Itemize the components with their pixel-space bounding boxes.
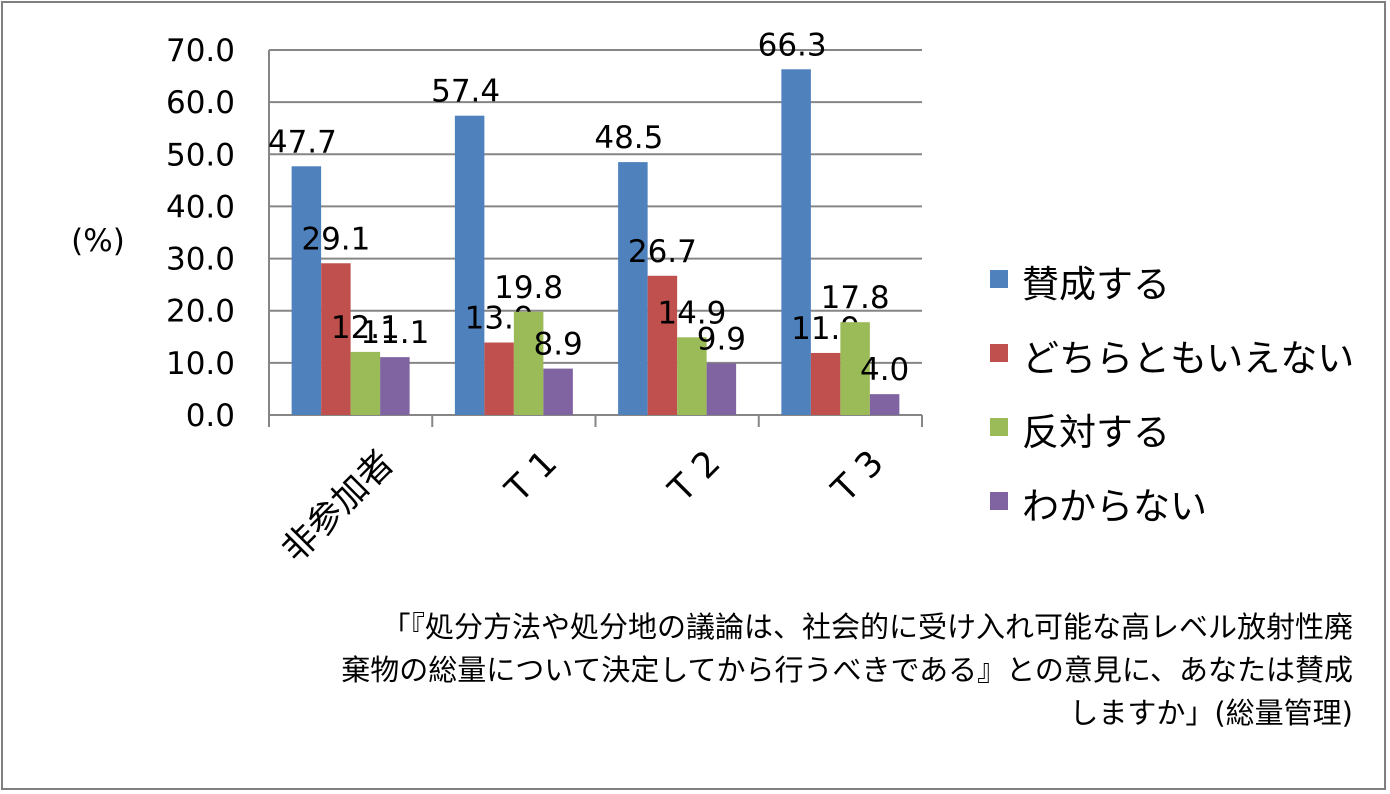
bar [647,275,678,415]
bar [291,166,322,415]
bar [618,162,648,415]
data-label: 29.1 [301,221,370,257]
bar [380,357,410,415]
data-label: 9.9 [697,321,746,357]
x-tick-label: 非参加者 [275,443,402,570]
data-label: 4.0 [860,352,909,388]
bar [543,368,573,415]
data-label: 11.1 [360,315,429,351]
y-tick-label: 30.0 [166,242,235,278]
legend-swatch [990,492,1008,510]
bar [869,394,900,415]
y-tick-label: 20.0 [166,294,235,330]
data-label: 14.9 [657,295,726,331]
bar [454,115,485,415]
x-tick-label: T 3 [824,443,892,511]
caption-line-3: しますか」(総量管理) [1069,696,1353,730]
bar [706,363,737,415]
y-tick-label: 0.0 [186,398,235,434]
data-label: 47.7 [268,124,337,160]
caption-line-2: 棄物の総量について決定してから行うべきである』との意見に、あなたは賛成 [341,653,1353,687]
chart-caption: 「『処分方法や処分地の議論は、社会的に受け入れ可能な高レベル放射性廃 棄物の総量… [243,606,1353,735]
bar [810,352,841,415]
data-label: 66.3 [758,27,827,63]
x-tick-label: T 2 [661,443,729,511]
bar [781,69,811,416]
y-tick-label: 40.0 [166,189,235,225]
y-tick-label: 70.0 [166,33,235,69]
legend-label: 反対する [1022,411,1170,454]
legend-swatch [990,270,1008,288]
data-label: 26.7 [628,234,697,270]
legend-label: 賛成する [1022,263,1170,306]
caption-line-1: 「『処分方法や処分地の議論は、社会的に受け入れ可能な高レベル放射性廃 [381,610,1353,644]
data-label: 19.8 [494,270,563,306]
legend-swatch [990,418,1008,436]
x-tick-label: T 1 [498,443,566,511]
legend-label: わからない [1022,485,1207,528]
data-label: 17.8 [821,280,890,316]
chart-plot: 0.0 10.0 20.0 30.0 40.0 50.0 60.0 70.0 (%) 47.7 29… [71,27,1354,570]
y-tick-label: 50.0 [166,137,235,173]
legend-swatch [990,344,1008,362]
legend-label: どちらともいえない [1022,337,1354,380]
bar [677,337,707,415]
bar [350,351,381,415]
y-tick-label: 10.0 [166,346,235,382]
data-label: 48.5 [594,120,663,156]
y-tick-label: 60.0 [166,85,235,121]
bar [484,342,514,415]
bar [513,311,544,415]
y-axis-label: (%) [71,223,125,259]
data-label: 8.9 [533,327,582,363]
bar [321,263,351,415]
data-label: 12.1 [331,310,400,346]
data-label: 57.4 [431,74,500,110]
bar [840,322,870,415]
